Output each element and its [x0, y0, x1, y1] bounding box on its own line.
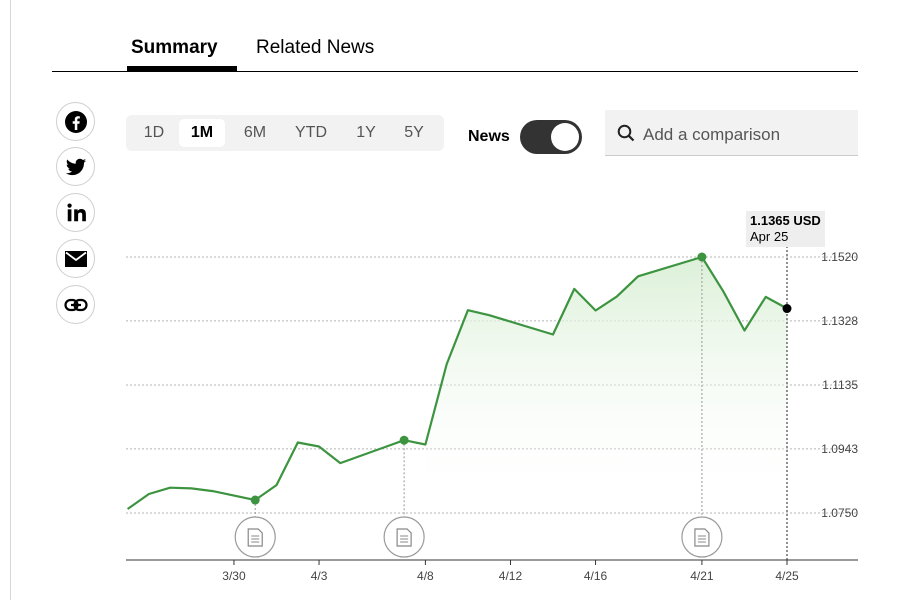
tab-summary[interactable]: Summary [127, 37, 237, 71]
hover-tooltip: 1.1365 USD Apr 25 [746, 211, 825, 247]
range-ytd-button[interactable]: YTD [295, 124, 327, 141]
tab-related-news[interactable]: Related News [256, 37, 375, 58]
range-6m-button[interactable]: 6M [243, 124, 267, 141]
y-tick-label: 1.1135 [822, 378, 858, 392]
link-icon [63, 298, 88, 311]
comparison-search-input[interactable]: Add a comparison [605, 110, 858, 156]
news-article-button[interactable] [234, 516, 276, 558]
email-icon [64, 250, 87, 267]
news-data-point [697, 252, 707, 262]
price-area-fill [425, 257, 787, 513]
range-selector: 1D 1M 6M YTD 1Y 5Y [126, 115, 444, 151]
x-tick-label: 4/12 [499, 569, 523, 583]
range-1d-button[interactable]: 1D [143, 124, 165, 141]
facebook-icon [64, 110, 87, 133]
document-icon [396, 528, 412, 547]
news-article-button[interactable] [383, 516, 425, 558]
range-1y-button[interactable]: 1Y [356, 124, 376, 141]
linkedin-icon [66, 203, 86, 221]
news-data-point [250, 495, 260, 505]
search-icon [617, 124, 635, 142]
copy-link-button[interactable] [56, 285, 95, 324]
document-icon [694, 528, 710, 547]
share-linkedin-button[interactable] [56, 193, 95, 232]
y-tick-label: 1.0750 [821, 506, 858, 520]
x-tick-label: 4/3 [311, 569, 328, 583]
x-tick-label: 4/25 [775, 569, 799, 583]
x-tick-label: 4/21 [690, 569, 714, 583]
share-email-button[interactable] [56, 239, 95, 278]
y-tick-label: 1.1328 [821, 314, 858, 328]
toggle-knob [551, 123, 579, 151]
news-article-button[interactable] [681, 516, 723, 558]
range-5y-button[interactable]: 5Y [404, 124, 424, 141]
tooltip-value: 1.1365 USD [750, 213, 821, 228]
y-tick-label: 1.1520 [821, 250, 858, 264]
news-toggle-label: News [468, 128, 510, 145]
share-twitter-button[interactable] [56, 147, 95, 186]
x-tick-label: 4/16 [584, 569, 608, 583]
y-tick-label: 1.0943 [821, 442, 858, 456]
news-data-point [399, 435, 409, 445]
news-toggle[interactable] [520, 120, 582, 154]
hover-data-point [782, 304, 792, 314]
range-1m-button[interactable]: 1M [179, 119, 225, 147]
share-facebook-button[interactable] [56, 102, 95, 141]
x-tick-label: 4/8 [417, 569, 434, 583]
twitter-icon [65, 158, 86, 175]
tooltip-date: Apr 25 [750, 229, 789, 244]
document-icon [247, 528, 263, 547]
x-tick-label: 3/30 [222, 569, 246, 583]
tab-bar: Summary Related News [52, 0, 858, 72]
search-placeholder: Add a comparison [643, 125, 781, 144]
left-divider [10, 0, 11, 600]
